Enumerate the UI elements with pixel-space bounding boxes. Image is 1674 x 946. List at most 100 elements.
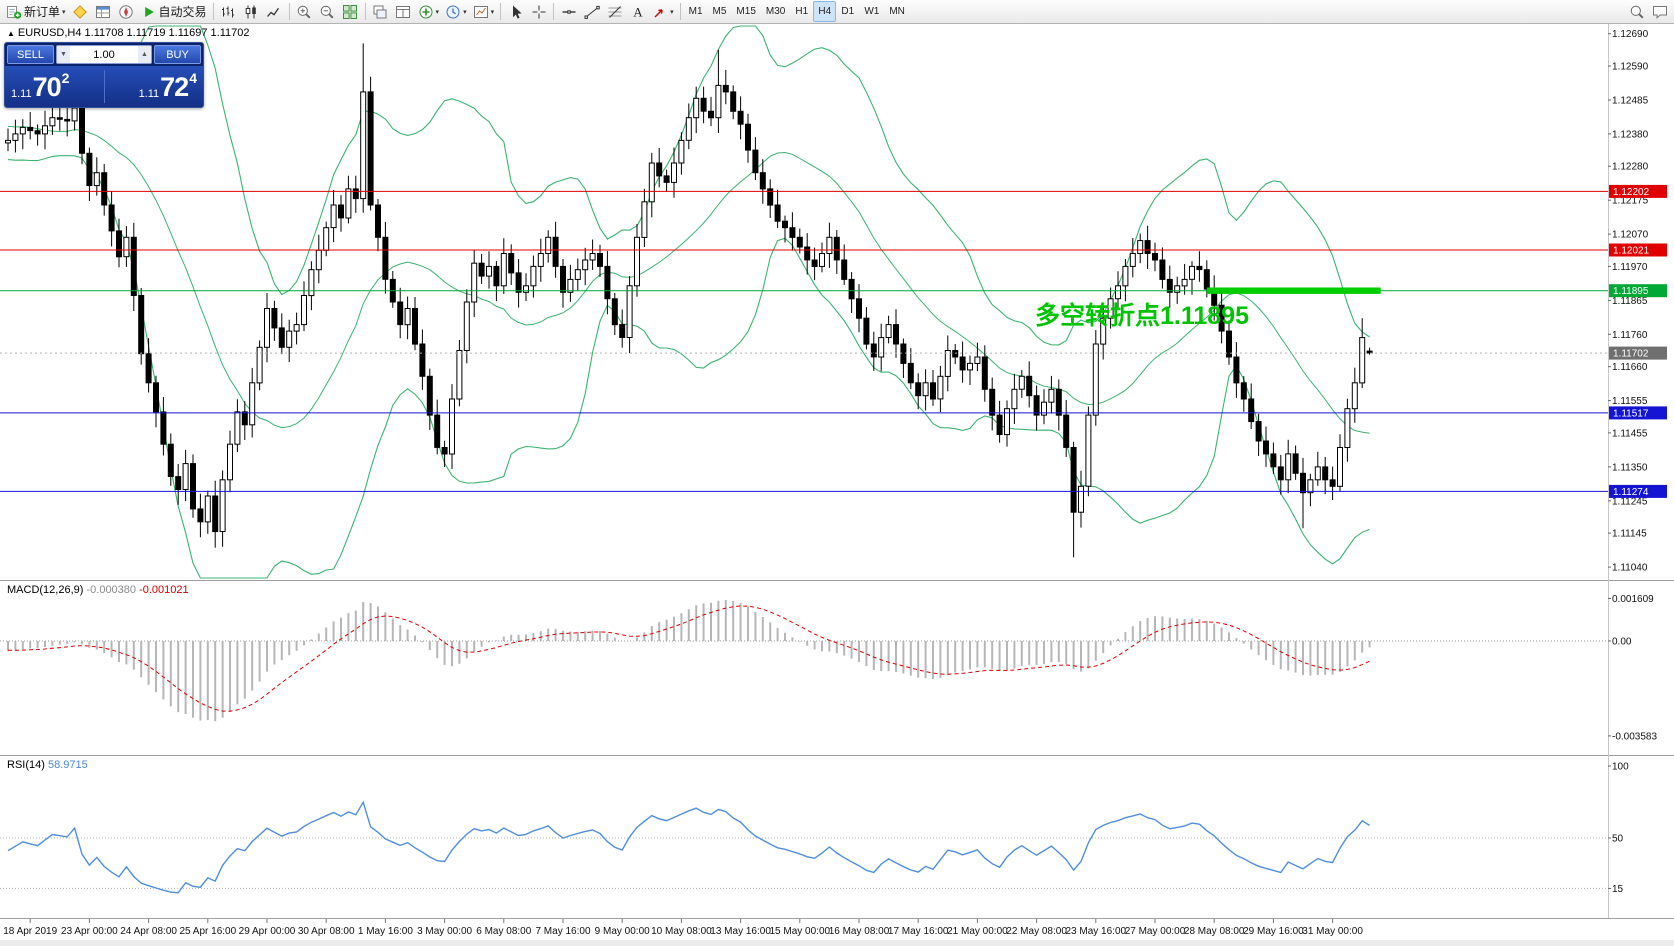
text-tool-button[interactable]: A — [626, 1, 649, 22]
svg-text:24 Apr 08:00: 24 Apr 08:00 — [120, 926, 177, 937]
svg-text:1.11865: 1.11865 — [1612, 296, 1648, 307]
metaeditor-button[interactable] — [69, 1, 92, 22]
cursor-icon — [508, 4, 524, 20]
new-order-button[interactable]: 新订单 ▾ — [3, 1, 69, 22]
play-icon — [141, 4, 157, 20]
rsi-value: 58.9715 — [47, 759, 88, 771]
volume-field[interactable]: ▼ 1.00 ▲ — [56, 45, 152, 64]
market-watch-button[interactable] — [92, 1, 115, 22]
autotrading-button[interactable]: 自动交易 — [138, 1, 210, 22]
chat-button[interactable] — [1648, 1, 1671, 22]
trendline-tool-button[interactable] — [580, 1, 603, 22]
svg-text:10 May 08:00: 10 May 08:00 — [651, 926, 712, 937]
timeframe-h4[interactable]: H4 — [813, 1, 837, 22]
svg-text:1.11555: 1.11555 — [1612, 396, 1648, 407]
tile-windows-button[interactable] — [339, 1, 362, 22]
svg-text:9 May 00:00: 9 May 00:00 — [595, 926, 650, 937]
rsi-name: RSI(14) — [7, 759, 45, 771]
bottom-strip — [0, 940, 1674, 946]
volume-increase-icon[interactable]: ▲ — [138, 46, 151, 63]
sell-price[interactable]: 1.11 70 2 — [5, 66, 104, 107]
macd-name: MACD(12,26,9) — [7, 584, 84, 596]
indicators-list-button[interactable]: ▾ — [415, 1, 443, 22]
sell-button[interactable]: SELL — [7, 45, 54, 64]
toolbar-separator — [553, 3, 555, 20]
line-chart-mode-button[interactable] — [263, 1, 286, 22]
svg-text:1.12070: 1.12070 — [1612, 230, 1649, 241]
svg-text:1.12021: 1.12021 — [1613, 246, 1650, 257]
svg-text:1.12485: 1.12485 — [1612, 96, 1649, 107]
svg-text:23 Apr 00:00: 23 Apr 00:00 — [61, 926, 118, 937]
timeframe-d1[interactable]: D1 — [841, 6, 855, 17]
timeframe-mn[interactable]: MN — [889, 6, 905, 17]
periods-list-button[interactable]: ▾ — [442, 1, 470, 22]
rsi-indicator-label: RSI(14) 58.9715 — [7, 759, 88, 771]
horizontal-line-tool-button[interactable] — [557, 1, 580, 22]
main-toolbar: 新订单 ▾ 自动交易 ▾ ▾ ▾ A ▾ M1 M5 M15 M30 H1 H4 D1 W1 MN — [0, 0, 1674, 24]
toolbar-separator — [679, 3, 681, 20]
time-scale[interactable] — [0, 918, 1674, 940]
svg-text:1 May 16:00: 1 May 16:00 — [358, 926, 413, 937]
timeframe-m5[interactable]: M5 — [712, 6, 727, 17]
svg-text:23 May 16:00: 23 May 16:00 — [1065, 926, 1126, 937]
price-tag: 1.12021 — [1609, 243, 1667, 257]
indicator-scale-labels: 0.001609 0.00 -0.003583 100 50 15 — [1608, 594, 1657, 895]
svg-text:27 May 00:00: 27 May 00:00 — [1125, 926, 1186, 937]
svg-text:1.11970: 1.11970 — [1612, 262, 1648, 273]
templates-button[interactable]: ▾ — [470, 1, 498, 22]
arrange-windows-button[interactable] — [392, 1, 415, 22]
trendline-icon — [584, 4, 600, 20]
turning-point-highlight[interactable] — [1206, 287, 1381, 294]
navigator-button[interactable] — [115, 1, 138, 22]
crosshair-tool-button[interactable] — [527, 1, 550, 22]
svg-text:30 Apr 08:00: 30 Apr 08:00 — [298, 926, 355, 937]
turning-point-annotation: 多空转折点1.11895 — [1035, 302, 1249, 330]
bollinger-lower-band — [7, 155, 1370, 579]
svg-text:15: 15 — [1612, 884, 1624, 895]
arrows-tool-button[interactable]: ▾ — [649, 1, 677, 22]
buy-price-point: 4 — [189, 70, 197, 86]
buy-price-pips: 72 — [160, 71, 189, 102]
fibonacci-tool-button[interactable] — [603, 1, 626, 22]
timeframe-h1[interactable]: H1 — [795, 6, 809, 17]
crosshair-icon — [531, 4, 547, 20]
fibonacci-icon — [607, 4, 623, 20]
timeframe-m30[interactable]: M30 — [765, 6, 786, 17]
metaeditor-icon — [72, 4, 88, 20]
collapse-trade-panel-icon[interactable]: ▲ — [7, 29, 15, 38]
search-icon — [1629, 4, 1645, 20]
toolbar-button-label: 自动交易 — [158, 5, 207, 19]
hline-icon — [561, 4, 577, 20]
timeframe-m15[interactable]: M15 — [736, 6, 756, 17]
svg-text:15 May 00:00: 15 May 00:00 — [769, 926, 830, 937]
svg-text:16 May 08:00: 16 May 08:00 — [829, 926, 890, 937]
svg-text:-0.003583: -0.003583 — [1612, 731, 1657, 742]
svg-text:29 May 16:00: 29 May 16:00 — [1243, 926, 1304, 937]
bar-chart-mode-button[interactable] — [217, 1, 240, 22]
dropdown-caret-icon: ▾ — [490, 8, 495, 16]
dropdown-caret-icon: ▾ — [435, 8, 440, 16]
buy-price[interactable]: 1.11 72 4 — [104, 66, 203, 107]
chat-icon — [1652, 4, 1668, 20]
search-button[interactable] — [1625, 1, 1648, 22]
cascade-windows-button[interactable] — [369, 1, 392, 22]
candlestick-mode-button[interactable] — [240, 1, 263, 22]
buy-button[interactable]: BUY — [154, 45, 201, 64]
dropdown-caret-icon: ▾ — [463, 8, 467, 16]
volume-value[interactable]: 1.00 — [93, 48, 115, 61]
svg-text:1.12175: 1.12175 — [1612, 196, 1649, 207]
cursor-tool-button[interactable] — [504, 1, 527, 22]
price-scale[interactable] — [1608, 24, 1674, 918]
timeframe-m1[interactable]: M1 — [688, 6, 703, 17]
zoom-in-button[interactable] — [293, 1, 316, 22]
svg-text:22 May 08:00: 22 May 08:00 — [1006, 926, 1067, 937]
svg-text:1.11895: 1.11895 — [1613, 286, 1649, 297]
timeframe-w1[interactable]: W1 — [864, 6, 880, 17]
candlesticks — [5, 43, 1373, 558]
zoom-out-button[interactable] — [316, 1, 339, 22]
macd-signal-value: -0.001021 — [139, 584, 189, 596]
volume-decrease-icon[interactable]: ▼ — [57, 46, 70, 63]
periods-icon — [445, 4, 461, 20]
